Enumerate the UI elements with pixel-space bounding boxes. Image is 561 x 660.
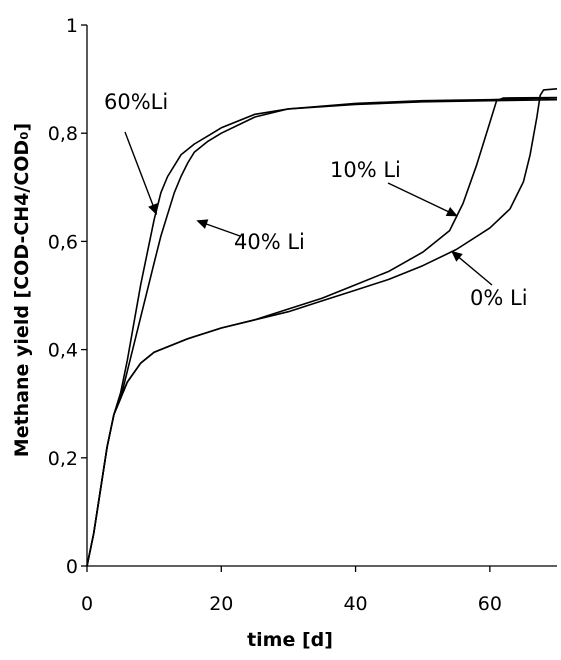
annotation-arrowhead — [148, 203, 158, 216]
x-tick-label: 0 — [81, 593, 93, 615]
annotation-arrowhead — [451, 250, 463, 262]
series-line-40pct-li — [86, 98, 558, 567]
x-tick-label: 60 — [478, 593, 502, 615]
annotation-label: 10% Li — [330, 158, 401, 182]
series-lines — [86, 88, 558, 567]
y-tick-label: 1 — [66, 15, 78, 37]
annotation-arrow — [456, 255, 493, 286]
x-tick-label: 20 — [209, 593, 233, 615]
annotation-arrow — [387, 182, 451, 214]
axes — [86, 25, 557, 567]
series-line-60pctli — [86, 97, 558, 567]
y-ticks: 0 0,2 0,4 0,6 0,8 1 — [48, 15, 87, 578]
annotation-label: 40% Li — [234, 230, 305, 254]
x-ticks: 0 20 40 60 — [81, 566, 502, 615]
annotation-arrow — [203, 222, 241, 237]
y-tick-label: 0 — [66, 556, 78, 578]
annotation-label: 60%Li — [104, 90, 168, 114]
series-line-0pct-li — [86, 88, 558, 567]
annotation-label: 0% Li — [470, 286, 528, 310]
y-tick-label: 0,6 — [48, 231, 78, 253]
x-axis-title: time [d] — [247, 629, 333, 651]
y-tick-label: 0,4 — [48, 340, 78, 362]
y-tick-label: 0,2 — [48, 448, 78, 470]
y-tick-label: 0,8 — [48, 123, 78, 145]
y-axis-title: Methane yield [COD-CH4/COD₀] — [11, 123, 33, 457]
annotation-arrow — [124, 131, 155, 208]
annotation-arrowhead — [445, 206, 458, 217]
x-tick-label: 40 — [343, 593, 367, 615]
series-line-10pct-li — [86, 96, 558, 567]
annotation-arrowhead — [196, 219, 209, 229]
annotations: 60%Li 40% Li 10% Li 0% Li — [104, 90, 528, 310]
